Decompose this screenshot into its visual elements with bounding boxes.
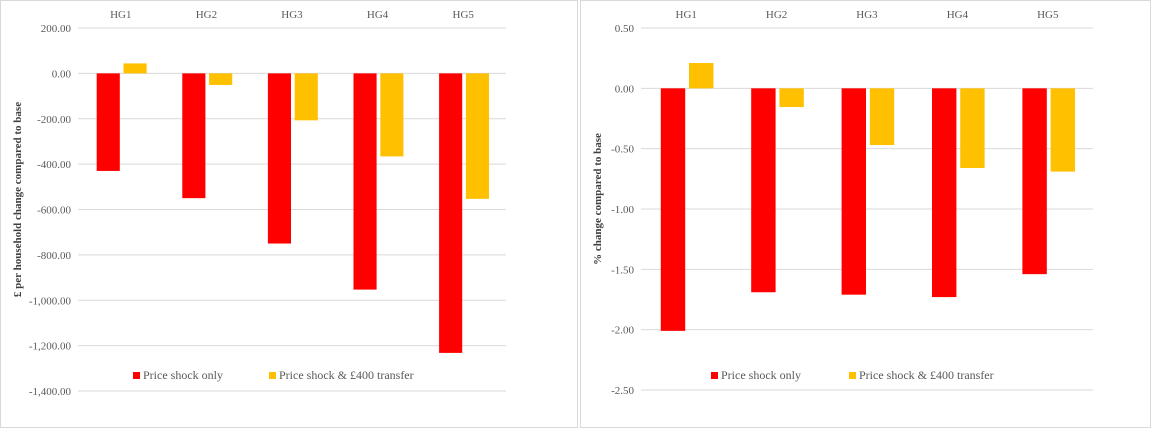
legend-label: Price shock only: [143, 368, 223, 382]
y-tick-label: -1,000.00: [29, 295, 72, 307]
bar-price-shock-only-hg5: [439, 73, 463, 353]
bar-price-shock-transfer-hg5: [1050, 88, 1076, 172]
bar-price-shock-only-hg1: [660, 88, 686, 331]
legend-label: Price shock only: [721, 368, 801, 382]
y-tick-label: 0.00: [615, 83, 635, 95]
bar-price-shock-transfer-hg3: [294, 73, 318, 121]
y-tick-label: -600.00: [37, 205, 71, 217]
legend-label: Price shock & £400 transfer: [279, 368, 414, 382]
bar-price-shock-only-hg4: [353, 73, 377, 290]
y-tick-label: -1,400.00: [29, 386, 72, 398]
x-tick-label: HG5: [453, 9, 475, 21]
bar-price-shock-transfer-hg1: [689, 62, 714, 89]
bar-price-shock-transfer-hg2: [209, 73, 233, 85]
legend-swatch: [711, 372, 718, 379]
chart-panel-percent-change: 0.50 0.00 -0.50 -1.00 -1.50 -2.00 -2.50 HG1 HG2 H…: [580, 0, 1151, 428]
y-axis-label: £ per household change compared to base: [12, 102, 24, 297]
legend-label: Price shock & £400 transfer: [859, 368, 994, 382]
y-tick-label: -800.00: [37, 250, 71, 262]
x-tick-label: HG2: [196, 9, 217, 21]
bar-price-shock-transfer-hg4: [960, 88, 985, 168]
bar-price-shock-only-hg2: [182, 73, 206, 199]
x-tick-label: HG5: [1037, 9, 1059, 21]
bar-price-shock-transfer-hg4: [380, 73, 404, 157]
bar-price-shock-only-hg3: [841, 88, 866, 295]
x-tick-label: HG4: [947, 9, 969, 21]
bar-price-shock-transfer-hg5: [465, 73, 490, 199]
bar-price-shock-transfer-hg3: [869, 88, 895, 146]
y-tick-label: -400.00: [37, 159, 71, 171]
x-tick-label: HG1: [676, 9, 697, 21]
bar-price-shock-only-hg5: [1022, 88, 1047, 275]
x-tick-label: HG1: [110, 9, 131, 21]
chart-panel-household-change: 200.00 0.00 -200.00 -400.00 -600.00 -800.00 -1…: [0, 0, 578, 428]
y-tick-label: 0.50: [615, 23, 635, 35]
bar-price-shock-only-hg4: [931, 88, 957, 298]
y-tick-label: -1.00: [611, 204, 634, 216]
legend-swatch: [269, 372, 276, 379]
bar-price-shock-transfer-hg2: [779, 88, 804, 108]
bar-price-shock-transfer-hg1: [123, 63, 147, 74]
y-tick-label: -1.50: [611, 264, 634, 276]
y-tick-label: 0.00: [52, 68, 72, 80]
bar-price-shock-only-hg1: [96, 73, 120, 171]
y-tick-label: -2.50: [611, 385, 634, 397]
x-tick-label: HG3: [856, 9, 878, 21]
bar-price-shock-only-hg3: [267, 73, 291, 244]
x-tick-label: HG2: [766, 9, 787, 21]
bar-chart-household-change: 200.00 0.00 -200.00 -400.00 -600.00 -800.00 -1…: [12, 9, 506, 398]
bar-price-shock-only-hg2: [751, 88, 776, 293]
x-tick-label: HG4: [367, 9, 389, 21]
x-tick-label: HG3: [281, 9, 303, 21]
y-axis-label: % change compared to base: [592, 133, 604, 265]
legend-swatch: [849, 372, 856, 379]
y-tick-label: 200.00: [41, 23, 72, 35]
y-tick-label: -200.00: [37, 114, 71, 126]
bar-chart-percent-change: 0.50 0.00 -0.50 -1.00 -1.50 -2.00 -2.50 HG1 HG2 H…: [592, 9, 1093, 397]
legend-swatch: [133, 372, 140, 379]
y-tick-label: -2.00: [611, 325, 634, 337]
y-tick-label: -0.50: [611, 144, 634, 156]
y-tick-label: -1,200.00: [29, 341, 72, 353]
